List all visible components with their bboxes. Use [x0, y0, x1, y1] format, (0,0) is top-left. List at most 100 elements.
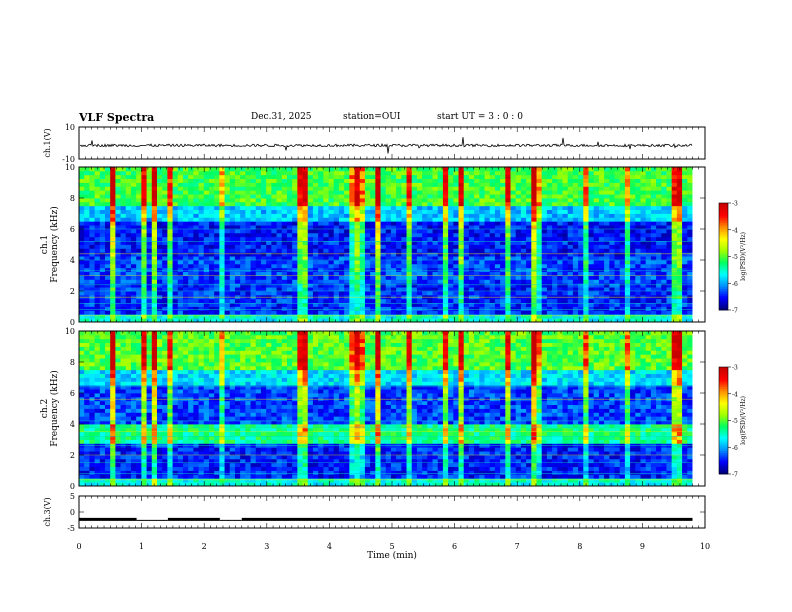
spectro-cell — [276, 298, 283, 304]
spectro-cell — [619, 217, 626, 222]
spectro-cell — [609, 186, 615, 191]
spectro-cell — [557, 252, 563, 257]
spectro-cell — [99, 271, 106, 276]
spectro-cell — [484, 314, 491, 319]
spectro-cell — [323, 229, 329, 234]
spectro-cell — [442, 174, 449, 180]
spectro-cell — [505, 318, 511, 323]
spectro-cell — [380, 190, 387, 195]
spectro-cell — [385, 252, 392, 257]
spectro-cell — [500, 248, 506, 253]
spectro-cell — [515, 198, 522, 203]
spectro-cell — [323, 275, 329, 280]
spectro-cell — [541, 221, 548, 226]
spectro-cell — [682, 225, 688, 230]
spectro-cell — [130, 244, 137, 249]
spectro-cell — [645, 182, 652, 187]
spectro-cell — [624, 306, 631, 311]
spectro-cell — [79, 458, 85, 464]
spectro-cell — [240, 205, 246, 211]
spectro-cell — [281, 232, 288, 238]
spectro-cell — [552, 229, 558, 234]
spectro-cell — [99, 400, 106, 406]
spectro-cell — [94, 186, 101, 191]
spectro-cell — [89, 263, 95, 269]
spectro-cell — [453, 318, 459, 323]
spectro-cell — [162, 287, 168, 292]
spectro-cell — [432, 209, 439, 214]
spectro-cell — [110, 451, 116, 456]
spectro-cell — [656, 201, 662, 207]
spectro-cell — [416, 267, 423, 273]
spectro-cell — [104, 217, 111, 222]
spectro-cell — [193, 314, 199, 319]
spectro-cell — [333, 271, 340, 276]
spectro-cell — [151, 205, 158, 211]
spectro-cell — [333, 178, 340, 183]
spectro-cell — [380, 279, 387, 284]
spectro-cell — [427, 267, 433, 273]
spectro-cell — [214, 240, 220, 245]
spectro-cell — [297, 244, 303, 249]
spectro-cell — [99, 466, 106, 471]
spectro-cell — [479, 205, 485, 211]
spectro-cell — [104, 474, 111, 479]
spectro-cell — [526, 167, 532, 172]
spectro-cell — [474, 267, 480, 273]
spectro-cell — [286, 194, 293, 199]
spectro-cell — [406, 229, 413, 234]
spectro-cell — [604, 260, 610, 265]
spectro-cell — [505, 267, 511, 273]
spectro-cell — [193, 244, 199, 249]
spectro-cell — [437, 279, 444, 284]
spectro-cell — [240, 178, 246, 183]
spectro-cell — [442, 229, 449, 234]
spectro-cell — [104, 298, 111, 304]
spectro-cell — [687, 283, 693, 288]
spectro-cell — [416, 318, 423, 323]
spectro-cell — [630, 275, 636, 280]
spectro-cell — [84, 451, 90, 456]
spectro-cell — [79, 263, 85, 269]
spectro-cell — [635, 267, 641, 273]
spectro-cell — [645, 205, 652, 211]
spectro-cell — [531, 225, 537, 230]
spectro-cell — [468, 217, 475, 222]
spectro-cell — [151, 194, 158, 199]
spectro-cell — [364, 318, 371, 323]
spectro-cell — [79, 225, 85, 230]
spectro-cell — [79, 170, 85, 176]
spectro-cell — [520, 244, 527, 249]
no-data-area — [692, 167, 705, 322]
spectro-cell — [682, 178, 688, 183]
spectro-cell — [557, 244, 563, 249]
spectro-cell — [99, 287, 106, 292]
spectro-cell — [276, 174, 283, 180]
spectro-cell — [281, 310, 288, 315]
spectro-cell — [676, 217, 683, 222]
spectro-cell — [302, 198, 309, 203]
spectro-cell — [526, 279, 532, 284]
spectro-cell — [99, 458, 106, 464]
spectro-cell — [198, 244, 205, 249]
spectro-cell — [474, 190, 480, 195]
spectro-cell — [104, 306, 111, 311]
spectro-cell — [255, 298, 262, 304]
spectro-cell — [598, 232, 605, 238]
spectro-cell — [676, 236, 683, 242]
spectro-cell — [510, 267, 517, 273]
spectro-cell — [302, 252, 309, 257]
spectro-cell — [120, 167, 127, 172]
spectro-cell — [182, 182, 189, 187]
spectro-cell — [422, 232, 428, 238]
spectro-cell — [323, 287, 329, 292]
spectro-cell — [604, 198, 610, 203]
spectro-cell — [640, 205, 647, 211]
spectro-cell — [604, 263, 610, 269]
spectro-cell — [359, 205, 366, 211]
spectro-cell — [557, 306, 563, 311]
spectro-cell — [162, 221, 168, 226]
spectro-cell — [562, 217, 569, 222]
spectro-cell — [94, 318, 101, 323]
spectro-cell — [661, 248, 667, 253]
